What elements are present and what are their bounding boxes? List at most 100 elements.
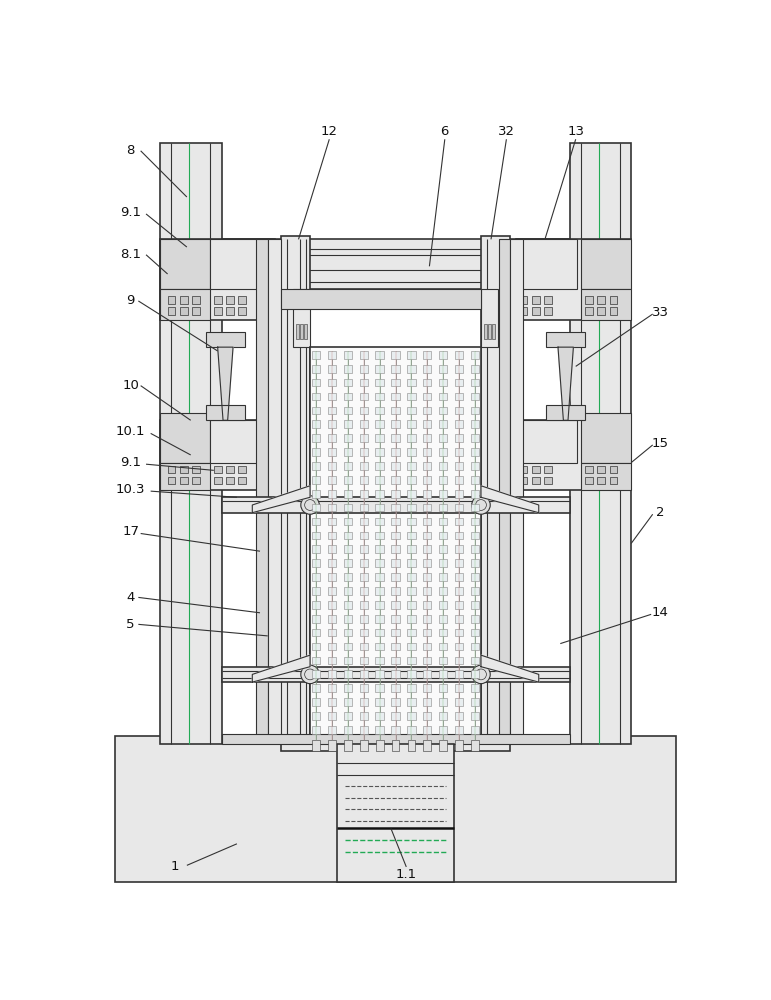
Bar <box>312 351 321 359</box>
Bar <box>610 466 618 473</box>
Bar <box>180 307 187 315</box>
Bar <box>407 684 416 692</box>
Circle shape <box>301 496 319 514</box>
Bar <box>407 476 416 484</box>
Bar <box>439 601 447 609</box>
Bar <box>344 643 352 650</box>
Bar <box>455 601 463 609</box>
Bar <box>328 587 336 595</box>
Bar <box>310 347 481 744</box>
Bar <box>214 477 221 484</box>
Bar <box>312 365 321 373</box>
Bar <box>328 504 336 511</box>
Bar <box>392 587 399 595</box>
Bar <box>392 670 399 678</box>
Bar <box>344 504 352 511</box>
Bar <box>392 476 399 484</box>
Bar <box>392 434 399 442</box>
Bar <box>328 657 336 664</box>
Bar <box>192 296 200 304</box>
Bar <box>375 726 384 734</box>
Bar <box>439 462 447 470</box>
Bar <box>312 573 321 581</box>
Bar <box>532 307 540 315</box>
Bar <box>160 143 221 744</box>
Bar <box>359 684 368 692</box>
Bar <box>328 643 336 650</box>
Bar <box>392 532 399 539</box>
Bar <box>439 726 447 734</box>
Circle shape <box>301 665 319 684</box>
Bar <box>312 587 321 595</box>
Bar <box>375 462 384 470</box>
Bar <box>423 698 432 706</box>
Bar <box>470 615 479 623</box>
Bar <box>439 407 447 414</box>
Bar <box>359 573 368 581</box>
Bar <box>407 545 416 553</box>
Bar <box>344 726 352 734</box>
Bar <box>470 698 479 706</box>
Bar <box>375 504 384 511</box>
Bar <box>392 504 399 511</box>
Bar <box>488 324 491 339</box>
Bar <box>392 365 399 373</box>
Text: 14: 14 <box>652 606 668 619</box>
Bar <box>344 420 352 428</box>
Polygon shape <box>481 655 539 682</box>
Bar <box>439 712 447 720</box>
Bar <box>392 712 399 720</box>
Bar <box>610 296 618 304</box>
Bar <box>439 393 447 400</box>
Bar <box>344 351 352 359</box>
Bar <box>455 545 463 553</box>
Bar <box>455 587 463 595</box>
Bar <box>312 559 321 567</box>
Bar <box>455 573 463 581</box>
Bar <box>328 740 336 751</box>
Bar <box>328 629 336 636</box>
Bar <box>407 726 416 734</box>
Bar <box>439 684 447 692</box>
Bar <box>328 532 336 539</box>
Bar <box>344 587 352 595</box>
Text: 32: 32 <box>498 125 515 138</box>
Bar <box>470 379 479 386</box>
Bar <box>221 734 570 744</box>
Bar <box>423 462 432 470</box>
Bar <box>238 466 246 473</box>
Bar <box>470 351 479 359</box>
Bar <box>407 420 416 428</box>
Bar <box>221 497 570 513</box>
Bar <box>423 365 432 373</box>
Bar <box>423 712 432 720</box>
Bar <box>470 601 479 609</box>
Bar <box>439 490 447 498</box>
Bar <box>312 462 321 470</box>
Text: 10.1: 10.1 <box>116 425 146 438</box>
Bar <box>407 643 416 650</box>
Bar <box>455 643 463 650</box>
Bar <box>256 239 268 736</box>
Bar <box>375 407 384 414</box>
Bar <box>598 477 605 484</box>
Bar <box>470 462 479 470</box>
Bar <box>423 490 432 498</box>
Bar <box>180 466 187 473</box>
Bar <box>359 504 368 511</box>
Bar <box>598 466 605 473</box>
Bar <box>532 477 540 484</box>
Bar <box>226 307 234 315</box>
Bar <box>455 518 463 525</box>
Text: 10: 10 <box>123 379 139 392</box>
Bar <box>167 477 175 484</box>
Bar <box>375 684 384 692</box>
Bar <box>167 296 175 304</box>
Bar <box>407 434 416 442</box>
Bar <box>407 587 416 595</box>
Bar <box>359 518 368 525</box>
Bar <box>344 657 352 664</box>
Bar <box>344 518 352 525</box>
Bar <box>300 324 303 339</box>
Bar <box>221 667 570 682</box>
